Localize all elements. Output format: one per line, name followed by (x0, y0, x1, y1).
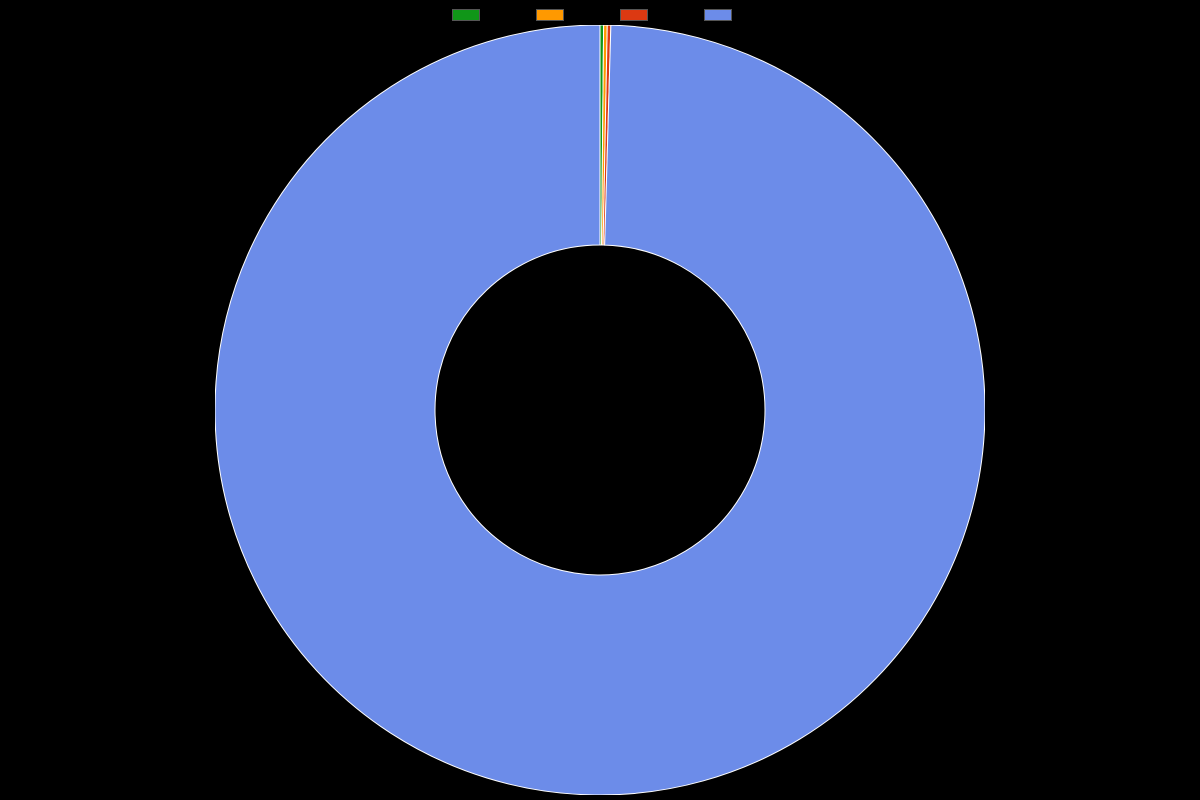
legend-label-0 (486, 8, 496, 22)
legend-item[interactable] (704, 8, 748, 22)
legend-item[interactable] (452, 8, 496, 22)
legend-item[interactable] (620, 8, 664, 22)
legend-swatch-2 (620, 9, 648, 21)
legend-label-2 (654, 8, 664, 22)
legend (0, 8, 1200, 22)
legend-swatch-1 (536, 9, 564, 21)
donut-slice[interactable] (215, 25, 985, 795)
legend-label-1 (570, 8, 580, 22)
chart-container (0, 0, 1200, 800)
donut-chart (215, 25, 985, 795)
legend-swatch-0 (452, 9, 480, 21)
legend-item[interactable] (536, 8, 580, 22)
legend-label-3 (738, 8, 748, 22)
legend-swatch-3 (704, 9, 732, 21)
